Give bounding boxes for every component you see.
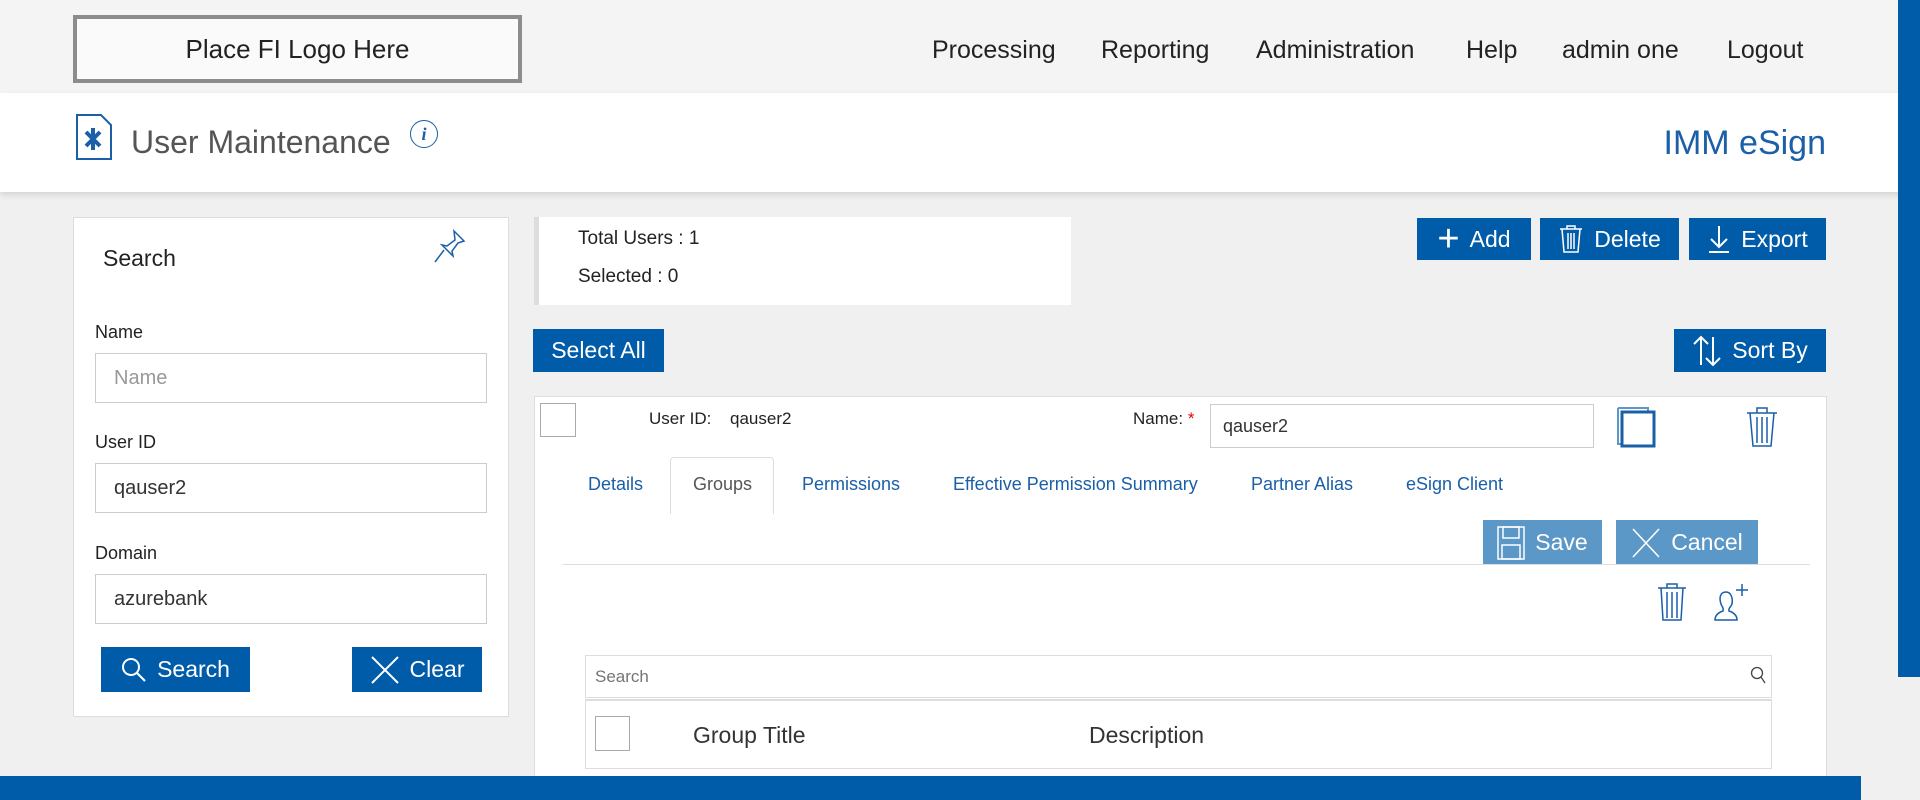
plus-icon: +	[1437, 218, 1460, 260]
trash-icon	[1560, 225, 1583, 253]
scrollbar-thumb[interactable]	[1898, 0, 1920, 677]
active-tab-bg	[670, 457, 774, 514]
page-title: User Maintenance	[131, 124, 391, 160]
userid-label: User ID	[95, 432, 157, 452]
user-select-checkbox[interactable]	[540, 403, 576, 437]
tab-esign-client[interactable]: eSign Client	[1406, 474, 1504, 494]
logo-placeholder: Place FI Logo Here	[73, 15, 522, 83]
save-icon	[1497, 525, 1526, 560]
tab-partner-alias[interactable]: Partner Alias	[1251, 474, 1354, 494]
footer-bar	[0, 776, 1861, 800]
userid-input[interactable]	[95, 463, 487, 513]
remove-group-icon[interactable]	[1656, 582, 1688, 622]
column-description[interactable]: Description	[1089, 722, 1205, 748]
group-search-field[interactable]	[585, 655, 1772, 698]
user-id-label: User ID:	[649, 409, 712, 428]
user-name-input[interactable]	[1210, 404, 1594, 448]
nav-processing[interactable]: Processing	[932, 36, 1056, 64]
search-icon[interactable]	[1750, 666, 1768, 686]
brand-name: IMM eSign	[1663, 124, 1827, 162]
total-users: Total Users : 1	[578, 228, 700, 249]
sort-by-button[interactable]: Sort By	[1674, 329, 1826, 372]
export-label: Export	[1741, 225, 1808, 252]
group-search-input[interactable]	[586, 656, 1771, 697]
domain-input[interactable]	[95, 574, 487, 624]
groups-table-header	[585, 699, 1772, 769]
cancel-button[interactable]: Cancel	[1616, 520, 1758, 565]
save-button[interactable]: Save	[1483, 520, 1602, 565]
required-marker: *	[1187, 409, 1195, 428]
save-label: Save	[1535, 529, 1588, 555]
info-icon[interactable]: i	[410, 120, 438, 148]
tab-groups[interactable]: Groups	[693, 474, 753, 494]
close-icon	[1632, 527, 1660, 558]
page-header	[0, 93, 1920, 192]
divider	[563, 564, 1810, 565]
add-user-group-icon[interactable]	[1712, 582, 1752, 622]
tools-document-icon	[76, 114, 112, 160]
cancel-label: Cancel	[1671, 529, 1743, 555]
close-icon	[370, 655, 399, 684]
select-all-button[interactable]: Select All	[533, 329, 664, 372]
clear-button[interactable]: Clear	[352, 647, 482, 692]
add-button[interactable]: + Add	[1417, 218, 1531, 260]
selected-count: Selected : 0	[578, 266, 679, 287]
user-id-value: qauser2	[730, 409, 792, 428]
tab-details[interactable]: Details	[588, 474, 644, 494]
tab-permissions[interactable]: Permissions	[802, 474, 901, 494]
column-group-title[interactable]: Group Title	[693, 722, 806, 748]
groups-select-all-checkbox[interactable]	[595, 716, 630, 751]
stats-box	[534, 217, 1071, 305]
domain-label: Domain	[95, 543, 158, 563]
nav-user[interactable]: admin one	[1562, 36, 1679, 64]
export-button[interactable]: Export	[1689, 218, 1826, 260]
search-button-label: Search	[157, 656, 230, 682]
delete-button[interactable]: Delete	[1540, 218, 1679, 260]
delete-label: Delete	[1594, 225, 1661, 252]
name-field-label: Name: *	[1133, 409, 1194, 429]
nav-reporting[interactable]: Reporting	[1101, 36, 1210, 64]
search-icon	[122, 657, 146, 682]
sort-by-label: Sort By	[1732, 337, 1808, 363]
nav-administration[interactable]: Administration	[1256, 36, 1415, 64]
name-field-label-text: Name:	[1133, 409, 1184, 428]
pin-icon[interactable]	[432, 228, 468, 264]
name-label: Name	[95, 322, 144, 342]
clear-button-label: Clear	[409, 656, 465, 682]
search-panel-title: Search	[103, 245, 176, 271]
add-label: Add	[1469, 225, 1511, 252]
name-input[interactable]	[95, 353, 487, 403]
search-button[interactable]: Search	[101, 647, 250, 692]
nav-help[interactable]: Help	[1466, 36, 1518, 64]
download-icon	[1709, 226, 1730, 253]
delete-user-icon[interactable]	[1745, 406, 1779, 448]
sort-icon	[1693, 335, 1721, 366]
copy-icon[interactable]	[1616, 406, 1656, 448]
nav-logout[interactable]: Logout	[1727, 36, 1804, 64]
tab-effective-permission-summary[interactable]: Effective Permission Summary	[953, 474, 1198, 494]
